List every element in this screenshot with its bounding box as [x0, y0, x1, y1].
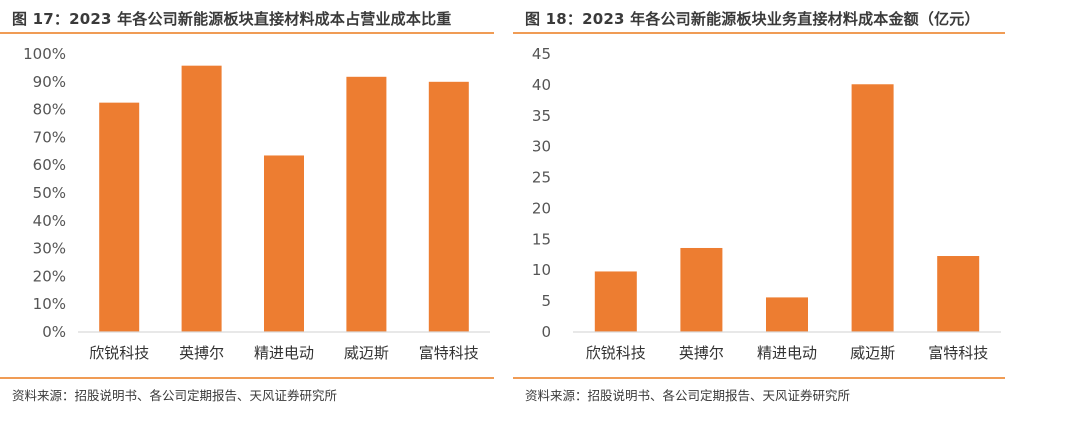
source-divider: [0, 377, 494, 379]
material-cost-ratio-chart: 0% 10% 20% 30% 40% 50% 60% 70% 80% 90% 100% 欣锐科技 英搏尔…: [23, 45, 490, 362]
y-tick-label: 20%: [33, 267, 66, 285]
bar: [680, 247, 723, 332]
bar: [851, 84, 894, 332]
figure-title: 图 18：2023 年各公司新能源板块业务直接材料成本金额（亿元）: [525, 10, 980, 28]
category-label: 精进电动: [254, 344, 314, 362]
y-tick-label: 50%: [33, 184, 66, 202]
bar: [428, 81, 469, 332]
title-divider: [0, 32, 494, 34]
source-note: 资料来源：招股说明书、各公司定期报告、天风证券研究所: [12, 388, 338, 403]
bar: [181, 65, 222, 333]
category-label: 威迈斯: [344, 344, 389, 362]
y-tick-label: 35: [532, 107, 551, 125]
material-cost-amount-chart: 0 5 10 15 20 25 30 35 40 45 欣锐科技 英搏尔 精进电动 威迈斯 富特科技: [532, 45, 1001, 362]
source-divider: [513, 377, 1005, 379]
category-label: 欣锐科技: [586, 344, 646, 362]
bar: [594, 271, 637, 332]
category-label: 英搏尔: [679, 344, 724, 362]
category-label: 富特科技: [928, 344, 988, 362]
bar: [937, 256, 980, 332]
bar: [99, 102, 140, 333]
y-tick-label: 60%: [33, 156, 66, 174]
category-label: 欣锐科技: [89, 344, 149, 362]
bar: [264, 155, 304, 332]
y-tick-label: 90%: [33, 73, 66, 91]
y-tick-label: 30: [532, 138, 551, 156]
category-label: 英搏尔: [179, 344, 224, 362]
y-tick-label: 45: [532, 45, 551, 63]
y-tick-label: 0%: [42, 323, 66, 341]
category-label: 威迈斯: [850, 344, 895, 362]
y-tick-label: 20: [532, 199, 551, 217]
y-tick-label: 0: [541, 323, 551, 341]
y-tick-label: 10: [532, 261, 551, 279]
y-tick-label: 40%: [33, 212, 66, 230]
bar: [766, 297, 808, 332]
y-tick-label: 100%: [23, 45, 66, 63]
bar: [346, 76, 387, 332]
figure-18-panel: 图 18：2023 年各公司新能源板块业务直接材料成本金额（亿元） 0 5 10 15…: [513, 0, 1005, 426]
y-tick-label: 15: [532, 230, 551, 248]
title-divider: [513, 32, 1005, 34]
figure-title: 图 17：2023 年各公司新能源板块直接材料成本占营业成本比重: [12, 10, 452, 28]
y-tick-label: 10%: [33, 295, 66, 313]
y-tick-label: 80%: [33, 101, 66, 119]
source-note: 资料来源：招股说明书、各公司定期报告、天风证券研究所: [525, 388, 851, 403]
category-label: 精进电动: [757, 344, 817, 362]
y-tick-label: 30%: [33, 240, 66, 258]
figure-17-panel: 图 17：2023 年各公司新能源板块直接材料成本占营业成本比重 0% 10% 20…: [0, 0, 494, 426]
y-tick-label: 70%: [33, 128, 66, 146]
y-tick-label: 25: [532, 169, 551, 187]
category-label: 富特科技: [419, 344, 479, 362]
y-tick-label: 40: [532, 76, 551, 94]
y-tick-label: 5: [541, 292, 551, 310]
